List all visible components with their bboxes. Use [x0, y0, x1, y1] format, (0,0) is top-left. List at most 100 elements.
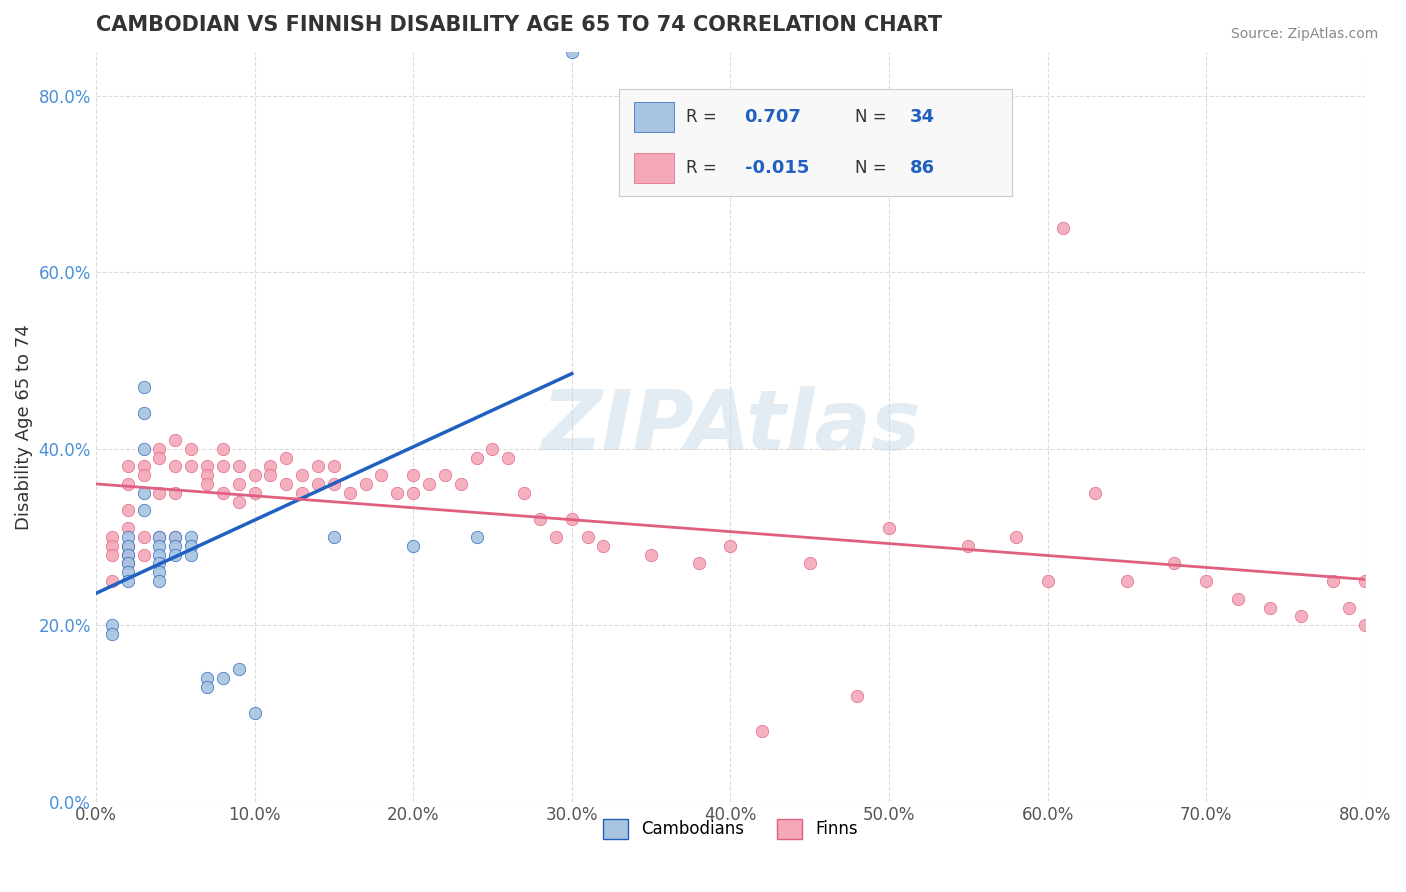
Point — [165, 486, 187, 500]
Point — [101, 548, 124, 562]
Point — [117, 539, 139, 553]
Point — [117, 521, 139, 535]
Point — [1052, 221, 1074, 235]
Text: -0.015: -0.015 — [745, 160, 808, 178]
Point — [799, 557, 821, 571]
Point — [877, 521, 900, 535]
Point — [751, 724, 773, 739]
Point — [132, 407, 155, 421]
Point — [450, 477, 472, 491]
Point — [1322, 574, 1344, 588]
Point — [165, 530, 187, 544]
Point — [165, 459, 187, 474]
Point — [117, 530, 139, 544]
Point — [132, 459, 155, 474]
Point — [117, 539, 139, 553]
Point — [243, 468, 266, 483]
Point — [307, 459, 329, 474]
Point — [576, 530, 599, 544]
Point — [148, 557, 170, 571]
Point — [117, 574, 139, 588]
Point — [1354, 574, 1376, 588]
Point — [117, 566, 139, 580]
Point — [148, 486, 170, 500]
Point — [165, 433, 187, 447]
Point — [180, 530, 202, 544]
Point — [465, 530, 488, 544]
Point — [148, 530, 170, 544]
Point — [132, 486, 155, 500]
Point — [561, 512, 583, 526]
Point — [117, 557, 139, 571]
Point — [228, 662, 250, 676]
Point — [117, 548, 139, 562]
Point — [228, 494, 250, 508]
Point — [387, 486, 409, 500]
Point — [195, 459, 218, 474]
Point — [243, 706, 266, 721]
Point — [195, 477, 218, 491]
Point — [195, 468, 218, 483]
Point — [465, 450, 488, 465]
Text: 0.707: 0.707 — [745, 108, 801, 126]
Point — [1036, 574, 1059, 588]
Text: 34: 34 — [910, 108, 935, 126]
Point — [195, 671, 218, 685]
Point — [513, 486, 536, 500]
Point — [101, 618, 124, 632]
Point — [148, 442, 170, 456]
Point — [1354, 618, 1376, 632]
Point — [1337, 600, 1360, 615]
Point — [291, 468, 314, 483]
Point — [529, 512, 551, 526]
Text: Source: ZipAtlas.com: Source: ZipAtlas.com — [1230, 27, 1378, 41]
Text: ZIPAtlas: ZIPAtlas — [541, 386, 920, 467]
Point — [148, 530, 170, 544]
Point — [370, 468, 392, 483]
Point — [165, 539, 187, 553]
Text: N =: N = — [855, 108, 891, 126]
Point — [211, 459, 233, 474]
Point — [132, 468, 155, 483]
Point — [1115, 574, 1137, 588]
Point — [957, 539, 980, 553]
Text: R =: R = — [686, 160, 721, 178]
Point — [1195, 574, 1218, 588]
Point — [433, 468, 456, 483]
Point — [846, 689, 869, 703]
Point — [307, 477, 329, 491]
Point — [211, 486, 233, 500]
Point — [180, 459, 202, 474]
Point — [1163, 557, 1185, 571]
Point — [148, 548, 170, 562]
Point — [117, 503, 139, 517]
Point — [211, 671, 233, 685]
Point — [117, 459, 139, 474]
Point — [132, 548, 155, 562]
Point — [1291, 609, 1313, 624]
Point — [180, 442, 202, 456]
Point — [291, 486, 314, 500]
Point — [544, 530, 567, 544]
Point — [132, 380, 155, 394]
Text: 86: 86 — [910, 160, 935, 178]
Point — [640, 548, 662, 562]
Point — [276, 450, 298, 465]
Point — [132, 503, 155, 517]
Point — [718, 539, 741, 553]
Point — [402, 468, 425, 483]
Point — [1005, 530, 1028, 544]
Point — [132, 530, 155, 544]
Point — [322, 477, 344, 491]
Point — [101, 627, 124, 641]
Bar — [634, 153, 673, 184]
Point — [180, 548, 202, 562]
Point — [195, 680, 218, 694]
Bar — [634, 102, 673, 132]
Point — [180, 539, 202, 553]
Legend: Cambodians, Finns: Cambodians, Finns — [596, 812, 865, 846]
Text: CAMBODIAN VS FINNISH DISABILITY AGE 65 TO 74 CORRELATION CHART: CAMBODIAN VS FINNISH DISABILITY AGE 65 T… — [96, 15, 942, 35]
Point — [1258, 600, 1281, 615]
Point — [259, 459, 281, 474]
Point — [498, 450, 520, 465]
